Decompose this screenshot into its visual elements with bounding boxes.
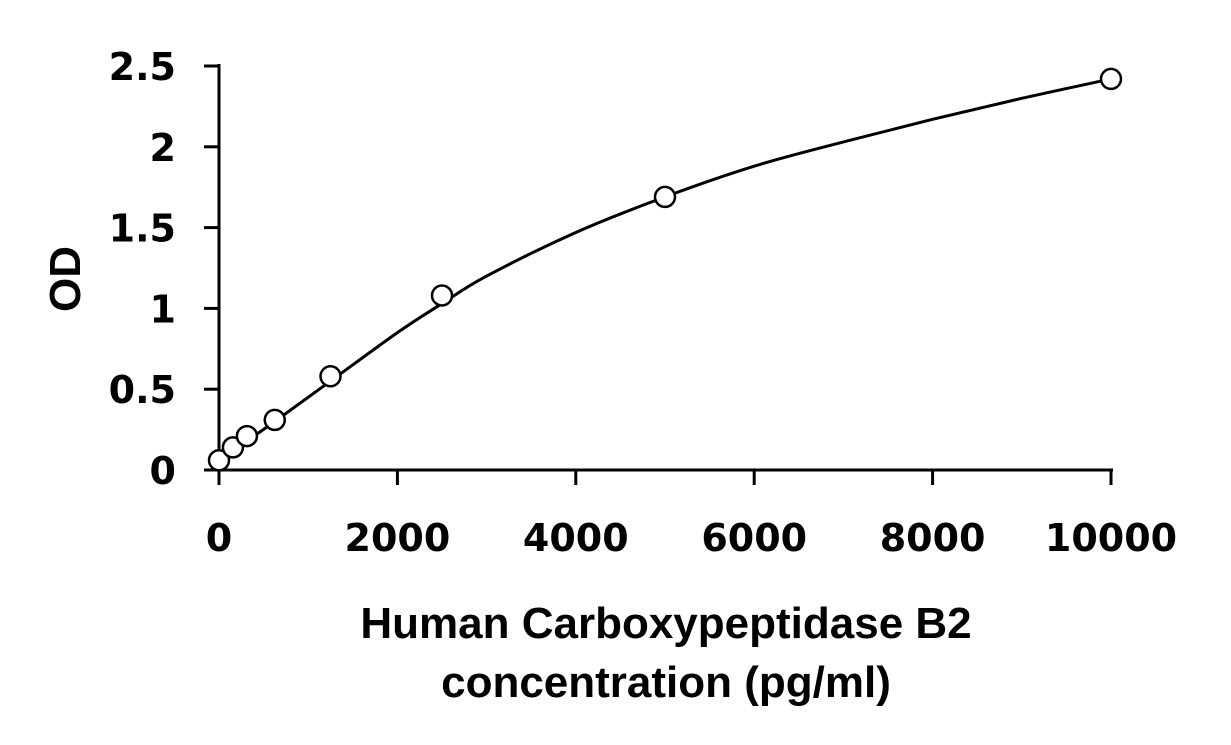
y-tick-label: 2.5 [109,45,176,89]
x-axis-title-line-1: Human Carboxypeptidase B2 [360,599,971,648]
data-point [653,185,677,209]
data-point [1099,67,1123,91]
y-tick-label: 0 [150,449,176,493]
y-tick-label: 2 [150,126,176,170]
x-tick-label: 0 [206,516,232,560]
data-point [430,284,454,307]
y-axis-title: OD [41,246,90,312]
y-tick-label: 1 [150,287,176,331]
y-axis-ticks: 0 0.5 1 1.5 2 2.5 [109,45,219,493]
y-tick-label: 1.5 [109,207,176,251]
data-point [207,449,231,472]
data-point [263,408,286,432]
data-points [207,67,1123,472]
x-tick-label: 2000 [345,516,451,560]
x-tick-label: 6000 [701,516,807,560]
x-tick-label: 4000 [523,516,629,560]
fit-curve-line [218,77,1112,462]
data-point [319,365,342,388]
x-axis-title-line-2: concentration (pg/ml) [441,658,891,707]
x-tick-label: 8000 [880,516,986,560]
y-tick-label: 0.5 [109,368,176,412]
data-point [235,424,259,448]
x-tick-label: 10000 [1045,516,1177,560]
x-axis-ticks: 0 2000 4000 6000 8000 10000 [206,470,1177,560]
